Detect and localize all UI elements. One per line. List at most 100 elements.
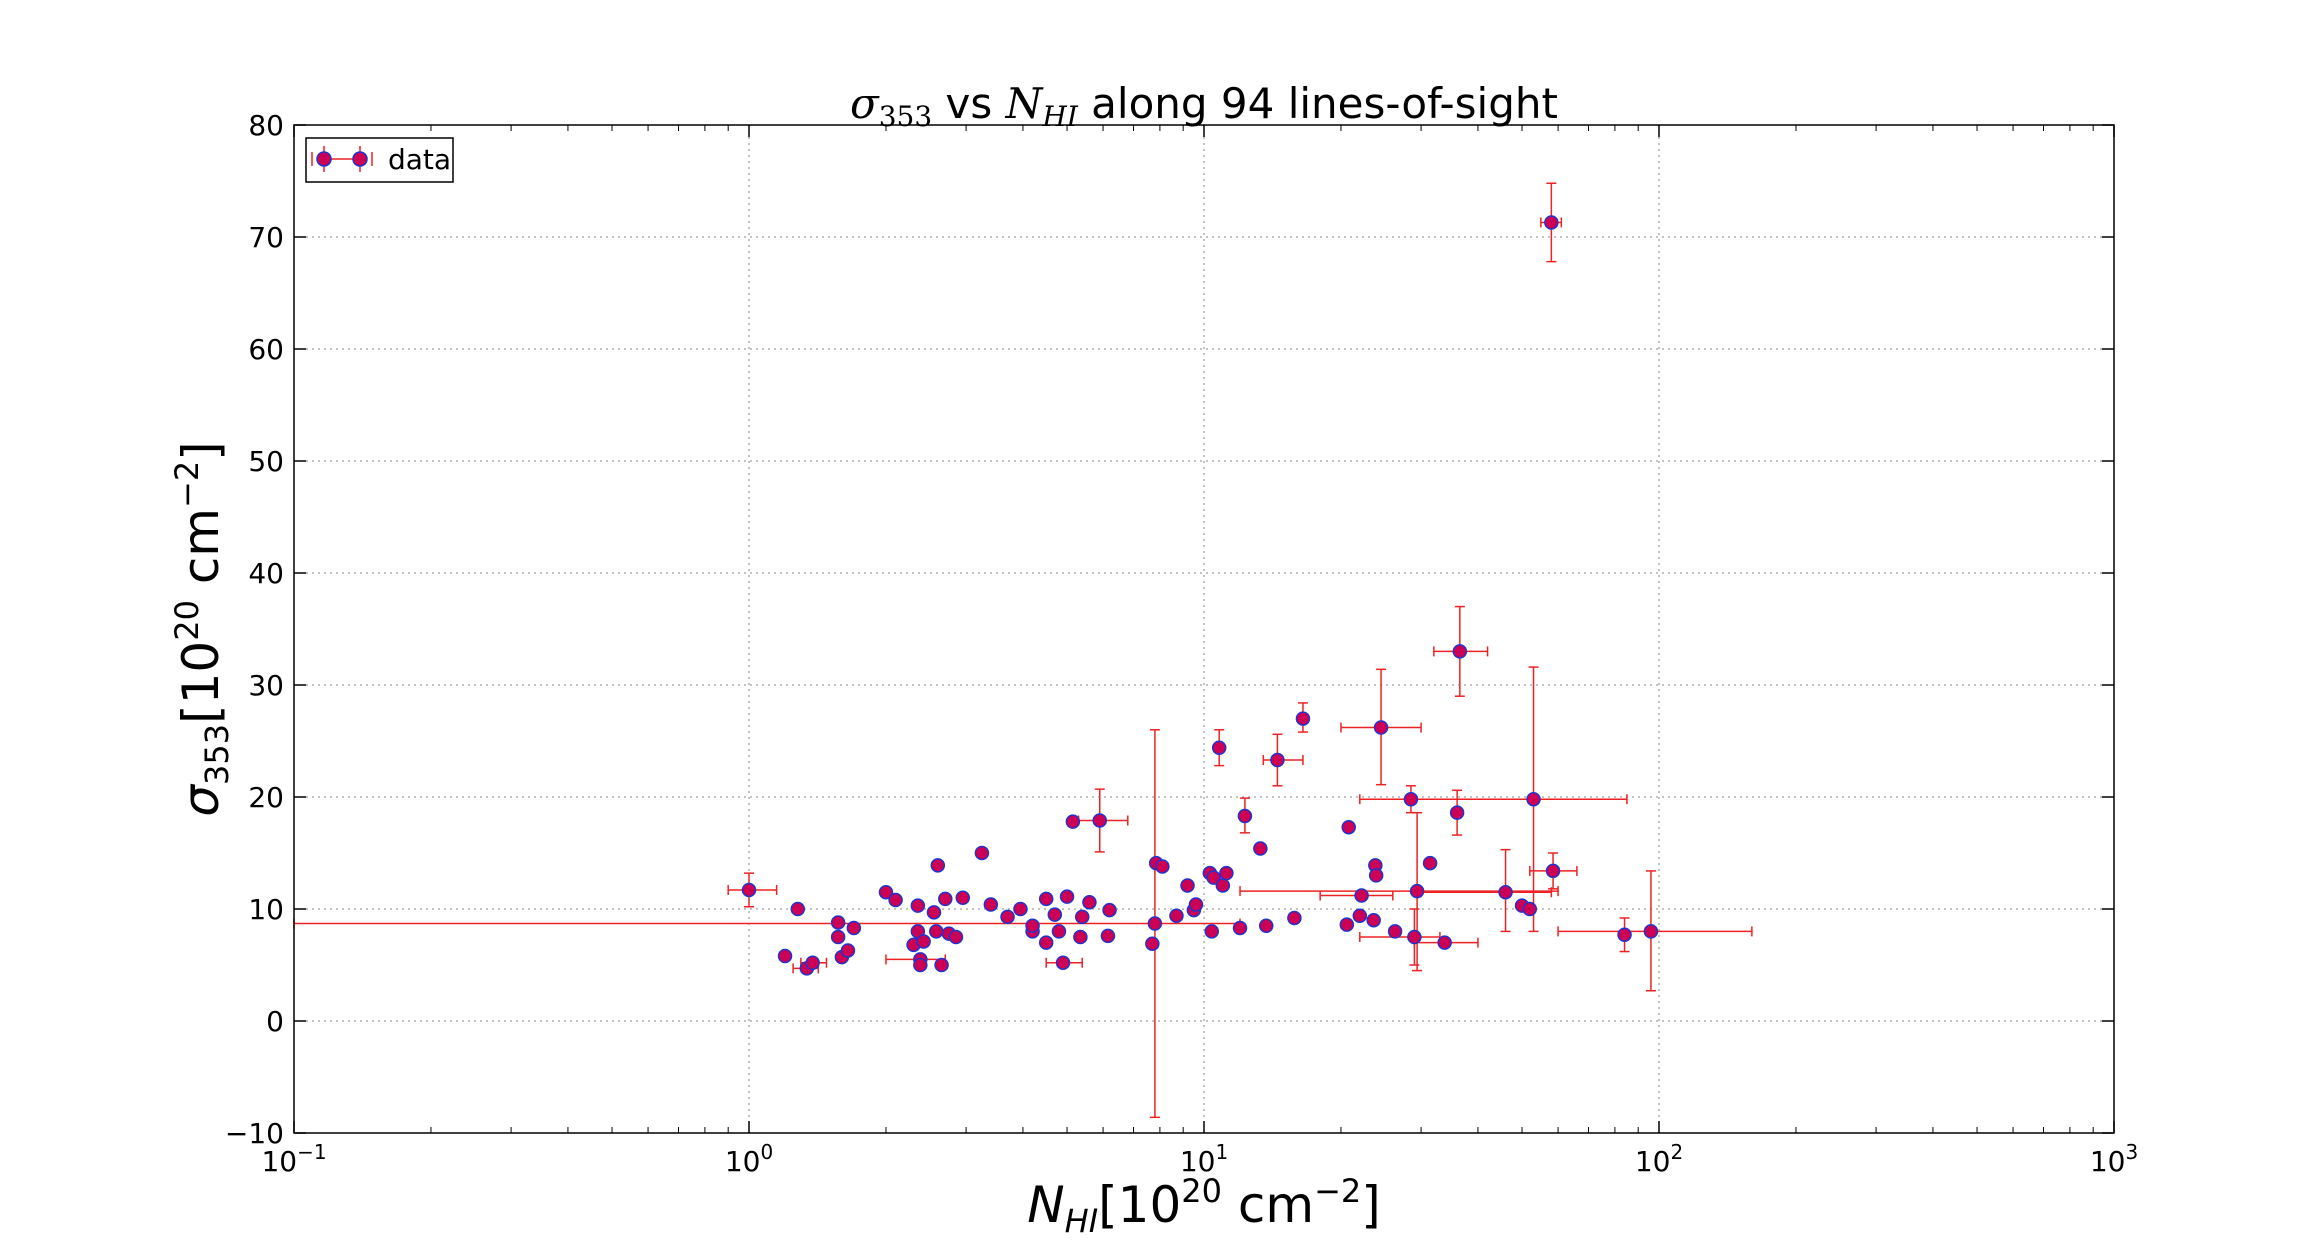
x-tick-label: 10−1 [261, 1140, 326, 1178]
data-point [790, 901, 806, 917]
data-point [1188, 897, 1204, 912]
data-point [1449, 805, 1465, 820]
data-point [1341, 819, 1356, 835]
data-point [1215, 878, 1231, 893]
data-point [1074, 909, 1090, 925]
data-point [938, 891, 953, 907]
data-point [1100, 928, 1116, 944]
data-point [913, 957, 928, 973]
y-tick-label: 70 [248, 221, 284, 254]
data-point [1038, 935, 1054, 950]
y-tick-label: 40 [248, 557, 284, 590]
data-point [948, 929, 964, 945]
data-point [1387, 924, 1403, 939]
ylabel-exp2: −2 [168, 461, 206, 508]
title-n-sub: HI [1041, 100, 1078, 133]
x-tick-label: 101 [1180, 1140, 1228, 1178]
data-point [1180, 878, 1195, 893]
grid-layer [294, 125, 2114, 1133]
marker-layer [741, 215, 1659, 976]
x-tick-exponent: −1 [297, 1140, 326, 1164]
data-point [1354, 888, 1369, 903]
x-tick-base: 10 [1635, 1145, 1671, 1178]
data-point [1092, 813, 1107, 828]
data-point [1407, 929, 1422, 945]
data-point [1169, 908, 1184, 923]
data-point [1051, 924, 1067, 939]
data-point [974, 845, 990, 861]
x-tick-exponent: 2 [1670, 1140, 1683, 1164]
data-point [929, 924, 944, 939]
data-point [1082, 895, 1097, 910]
data-point [1025, 918, 1040, 934]
title-n: N [1005, 79, 1044, 128]
data-point [846, 920, 862, 936]
data-point [1073, 929, 1088, 945]
data-point [830, 929, 846, 945]
data-point [1498, 884, 1513, 900]
y-tick-label: 50 [248, 445, 284, 478]
data-point [1437, 935, 1452, 950]
data-point [955, 890, 971, 906]
y-axis-label: σ353[1020 cm−2] [168, 441, 236, 816]
data-point [1055, 955, 1071, 971]
data-point [983, 897, 999, 912]
data-point [1617, 927, 1632, 943]
data-point [1545, 863, 1561, 879]
data-point [934, 957, 949, 973]
xlabel-exp2: −2 [1314, 1172, 1361, 1210]
y-tick-label: 60 [248, 333, 284, 366]
ylabel-unit: [10 [172, 641, 230, 724]
ylabel-unit2: cm [172, 508, 230, 600]
data-point [1155, 859, 1170, 874]
data-point [777, 948, 793, 964]
legend-label: data [388, 143, 451, 176]
data-point [1013, 901, 1028, 917]
title-mid: vs [932, 79, 1005, 128]
data-point [1204, 924, 1220, 939]
y-tick-label: −10 [225, 1117, 284, 1150]
data-point [1206, 870, 1221, 885]
ylabel-exp: 20 [168, 600, 206, 641]
ylabel-sub: 353 [198, 724, 236, 785]
title-sigma: σ [850, 79, 880, 128]
data-point [1219, 865, 1234, 881]
data-point [840, 943, 856, 958]
data-point [930, 858, 946, 873]
data-point [1352, 908, 1368, 923]
x-tick-exponent: 0 [760, 1140, 773, 1164]
legend-marker-2 [352, 151, 368, 167]
data-point [888, 892, 903, 908]
data-point [805, 955, 820, 971]
x-tick-base: 10 [725, 1145, 761, 1178]
data-point [741, 882, 757, 898]
data-point [1522, 901, 1538, 917]
data-point [1287, 910, 1302, 926]
data-point [1102, 902, 1117, 918]
data-point [1038, 891, 1054, 907]
xlabel-sym: N [1027, 1176, 1064, 1234]
xlabel-close: ] [1361, 1176, 1381, 1234]
data-point [1211, 740, 1227, 755]
x-axis-label: NHI[1020 cm−2] [1027, 1172, 1381, 1240]
y-tick-label: 0 [266, 1005, 284, 1038]
ylabel-sym: σ [172, 784, 230, 817]
data-point [1270, 752, 1285, 768]
xlabel-unit2: cm [1222, 1176, 1314, 1234]
data-point [1403, 791, 1419, 807]
data-point [1145, 936, 1160, 951]
data-point [1000, 909, 1015, 925]
data-point [830, 915, 846, 930]
xlabel-unit: [10 [1098, 1176, 1181, 1234]
y-tick-label: 30 [248, 669, 284, 702]
y-tick-label: 20 [248, 781, 284, 814]
data-point [1373, 720, 1389, 735]
x-tick-base: 10 [261, 1145, 297, 1178]
x-tick-base: 10 [1180, 1145, 1216, 1178]
data-point [1258, 918, 1274, 934]
data-point [1147, 916, 1163, 931]
x-tick-label: 102 [1635, 1140, 1683, 1178]
